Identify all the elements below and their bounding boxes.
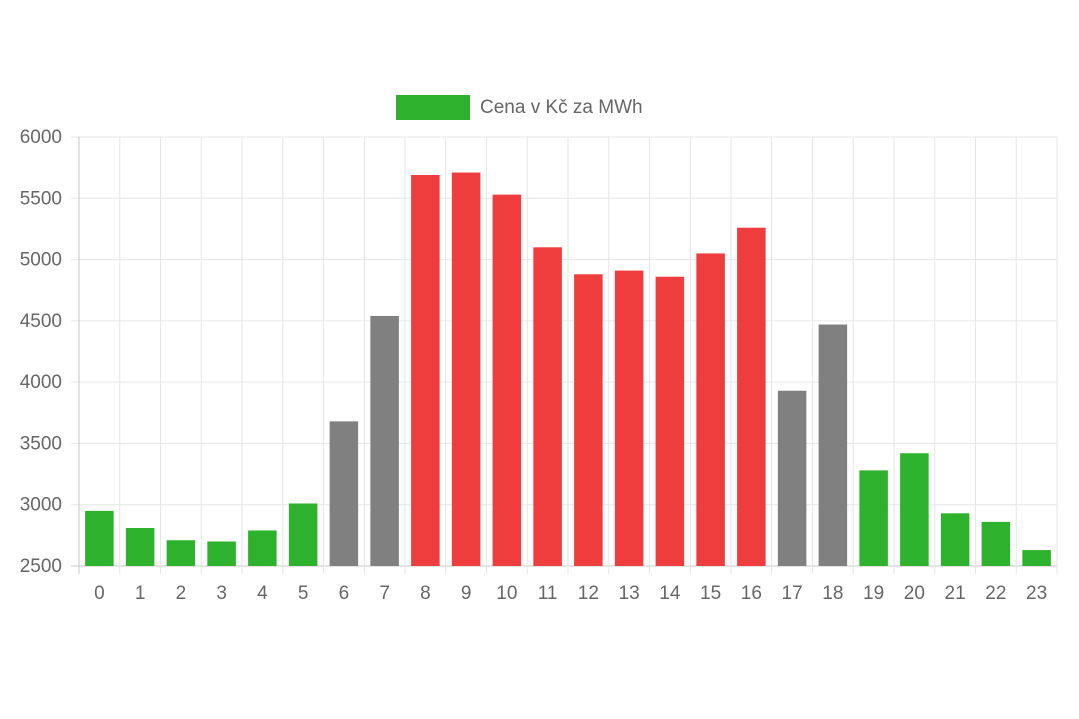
x-tick-label: 17 [782, 583, 803, 604]
x-tick-label: 14 [659, 583, 681, 604]
y-tick-label: 3500 [20, 433, 62, 454]
x-tick-label: 22 [985, 583, 1006, 604]
bar-7[interactable] [370, 315, 399, 566]
bar-15[interactable] [696, 253, 725, 566]
legend: Cena v Kč za MWh [396, 95, 643, 120]
grid [71, 136, 1058, 574]
bar-14[interactable] [655, 276, 685, 566]
bar-22[interactable] [981, 521, 1011, 566]
bar-20[interactable] [900, 453, 929, 566]
bar-3[interactable] [207, 541, 236, 566]
bar-12[interactable] [574, 274, 603, 566]
legend-swatch [396, 95, 470, 120]
bar-4[interactable] [248, 530, 277, 566]
x-tick-label: 23 [1026, 583, 1047, 604]
y-tick-label: 6000 [20, 127, 62, 148]
y-tick-label: 2500 [20, 556, 62, 577]
y-tick-label: 4000 [20, 372, 62, 393]
x-axis-ticks: 0 1 2 3 4 5 6 7 8 9 10 11 12 13 14 15 16 17 18 19 20 21 22 23 [94, 583, 1047, 604]
bar-0[interactable] [85, 510, 114, 566]
bar-2[interactable] [166, 540, 196, 566]
x-tick-label: 10 [496, 583, 517, 604]
x-tick-label: 16 [741, 583, 762, 604]
x-tick-label: 20 [904, 583, 925, 604]
bar-18[interactable] [818, 324, 848, 566]
x-tick-label: 19 [863, 583, 884, 604]
bar-16[interactable] [737, 227, 766, 566]
bar-10[interactable] [492, 194, 522, 567]
x-tick-label: 13 [619, 583, 640, 604]
x-tick-label: 2 [176, 583, 187, 604]
x-tick-label: 11 [538, 583, 558, 604]
x-tick-label: 4 [257, 583, 268, 604]
x-tick-label: 3 [216, 583, 227, 604]
x-tick-label: 8 [420, 583, 431, 604]
x-tick-label: 7 [379, 583, 390, 604]
bar-17[interactable] [777, 390, 807, 566]
x-tick-label: 18 [822, 583, 843, 604]
bar-13[interactable] [614, 270, 644, 566]
y-tick-label: 4500 [20, 311, 62, 332]
bar-21[interactable] [940, 513, 970, 566]
y-axis-ticks: 2500 3000 3500 4000 4500 5000 5500 6000 [20, 127, 62, 577]
bar-1[interactable] [125, 528, 155, 566]
bar-9[interactable] [451, 172, 481, 567]
y-tick-label: 5500 [20, 188, 62, 209]
bars [85, 172, 1051, 567]
bar-6[interactable] [329, 421, 359, 566]
x-tick-label: 0 [94, 583, 105, 604]
x-tick-label: 1 [135, 583, 146, 604]
bar-5[interactable] [288, 503, 318, 566]
x-tick-label: 15 [700, 583, 721, 604]
y-tick-label: 5000 [20, 250, 62, 271]
bar-19[interactable] [859, 470, 888, 566]
y-tick-label: 3000 [20, 495, 62, 516]
x-tick-label: 21 [945, 583, 966, 604]
x-tick-label: 9 [461, 583, 472, 604]
x-tick-label: 12 [578, 583, 599, 604]
bar-23[interactable] [1022, 550, 1051, 566]
bar-11[interactable] [533, 247, 562, 566]
x-tick-label: 5 [298, 583, 309, 604]
x-tick-label: 6 [339, 583, 350, 604]
bar-8[interactable] [411, 175, 440, 566]
legend-label: Cena v Kč za MWh [480, 97, 643, 118]
